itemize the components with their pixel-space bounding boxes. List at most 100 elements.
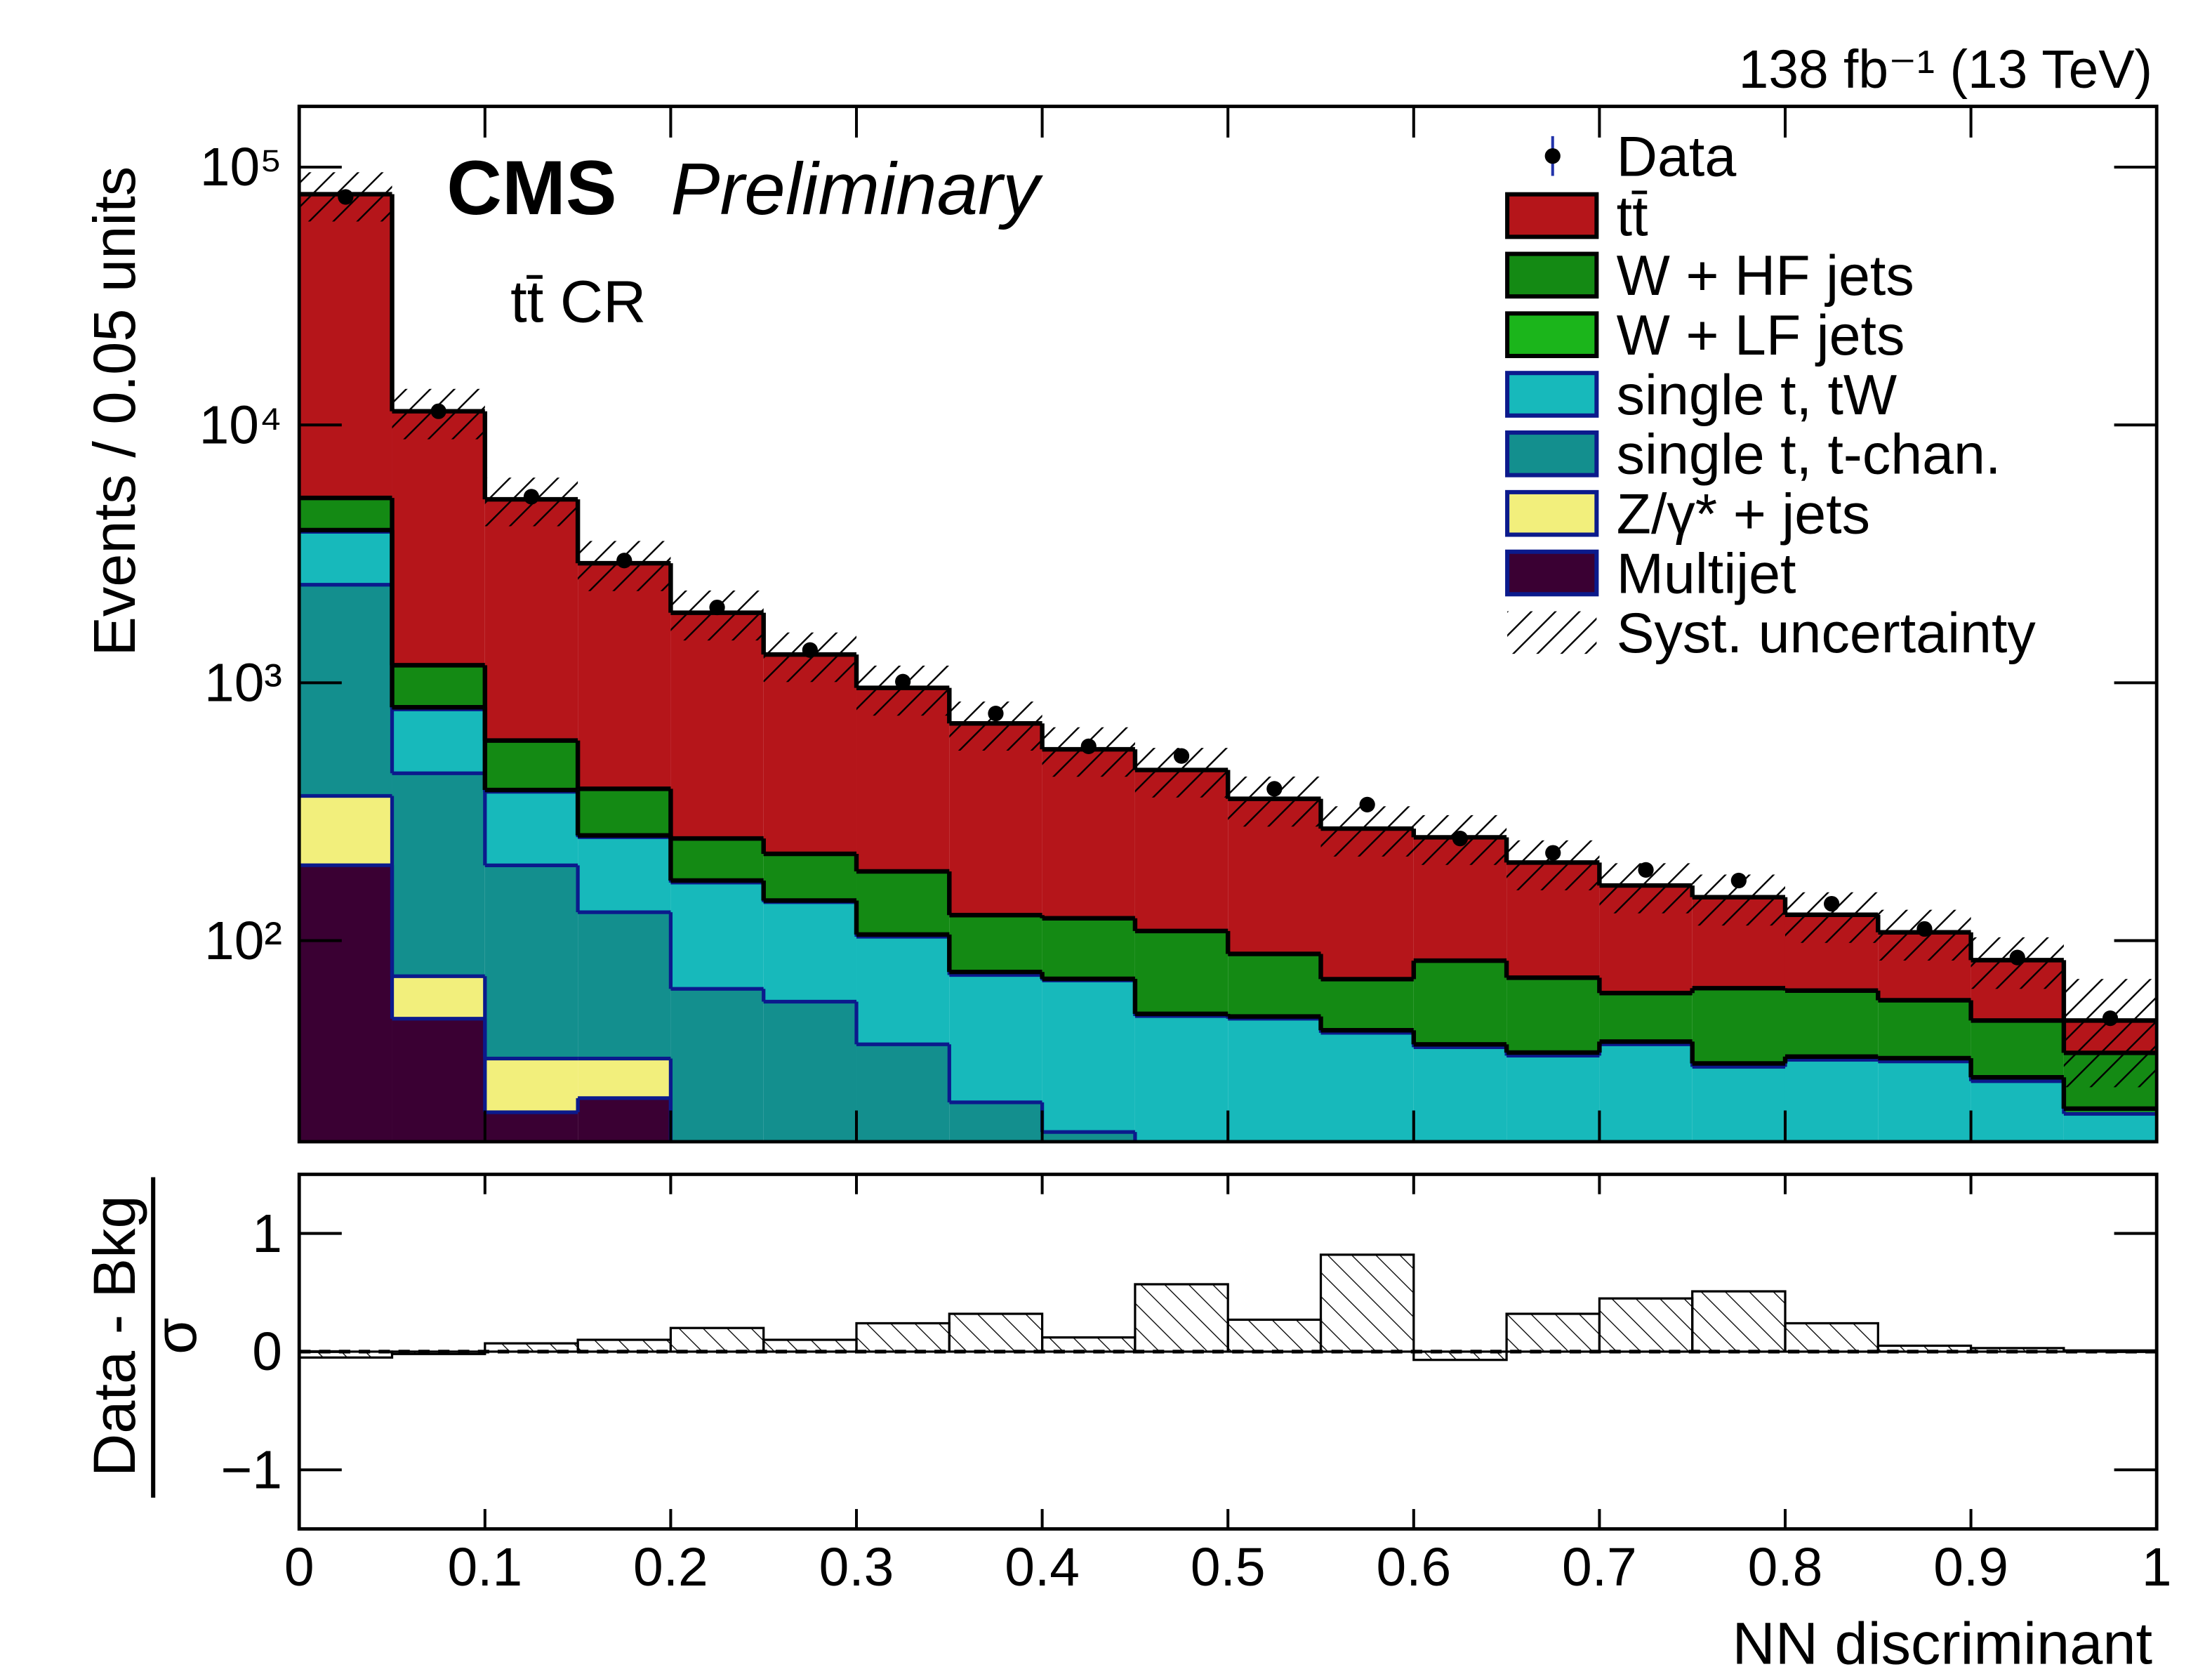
ratio-bar [1134,1283,1229,1353]
stack-bar [578,789,671,836]
syst-band [670,591,764,641]
data-point [1173,748,1190,764]
data-point [2102,1010,2119,1027]
data-point [338,189,354,205]
stack-bar [1878,1333,1971,1379]
legend-label: single t, tW [1617,364,1898,427]
stack-bar [1878,1169,1971,1333]
lumi-label: 138 fb⁻¹ (13 TeV) [1739,40,2152,100]
legend-data-marker [1544,148,1561,164]
data-point [2009,949,2025,965]
stack-bar [1878,1000,1971,1059]
y-tick-label: 1 [252,1204,282,1264]
stack-bar [392,773,485,977]
stack-bar [1228,1169,1320,1333]
y-tick-label: 10² [204,911,282,971]
data-point [430,403,446,419]
stack-bar [1785,1169,1878,1333]
stack-bar [1042,918,1135,979]
data-point [616,553,633,569]
stack-bar [1971,1020,2064,1078]
stack-bar [1413,961,1507,1045]
stack-bar [484,791,578,866]
ratio-bar [1319,1253,1415,1353]
stack-bar [1971,1169,2064,1333]
data-point [1080,738,1097,754]
y-axis-label: Events / 0.05 units [81,166,147,657]
stack-bar [484,1112,578,1142]
syst-band [2063,979,2157,1088]
stack-bar [392,1018,485,1142]
x-tick-label: 0.3 [819,1538,894,1597]
data-point [1730,872,1747,889]
stack-bar [1784,990,1879,1057]
y-tick-label: 0 [252,1322,282,1382]
stack-bar [2064,1169,2157,1333]
data-point [1266,781,1283,797]
stack-bar [392,665,485,708]
stack-bar [2064,1333,2157,1379]
ratio-bar [1598,1297,1694,1353]
stack-bar [1134,930,1228,1014]
stack-bar [1971,1333,2064,1379]
syst-band [856,665,950,716]
ratio-y-label-numerator: Data - Bkg [81,1195,147,1477]
stack-bar [299,194,392,499]
legend-swatch [1505,192,1599,239]
ratio-bar [1226,1318,1323,1353]
stack-bar [1320,1032,1414,1142]
ratio-bar [1784,1322,1879,1353]
stack-bar [1413,1047,1507,1142]
stack-bar [1692,1067,1785,1142]
stack-bar [1506,1169,1599,1333]
stack-bar [578,837,671,913]
data-point [988,706,1004,722]
stack-bar [856,1044,950,1142]
stack-bar [299,498,392,530]
data-point [523,489,540,505]
x-tick-label: 0.7 [1562,1538,1637,1597]
x-axis-label: NN discriminant [1732,1609,2152,1674]
stack-bar [484,865,578,1059]
y-tick-label: 10³ [204,654,282,713]
stack-bar [856,687,950,871]
ratio-bar [1691,1290,1787,1353]
x-tick-label: 1 [2142,1538,2172,1597]
cms-label: CMS [446,145,616,231]
x-tick-label: 0.9 [1933,1538,2008,1597]
legend-label: single t, t-chan. [1617,423,2001,487]
stack-bar [763,1001,857,1142]
x-tick-label: 0.4 [1005,1538,1080,1597]
stack-bar [392,976,485,1019]
data-point [1545,845,1561,861]
stack-bar [949,975,1042,1102]
stack-bar [856,936,950,1045]
stack-bar [949,723,1042,916]
ratio-bar [1040,1336,1137,1353]
data-point [709,599,725,616]
stack-bar [763,854,857,901]
data-point [1824,895,1840,912]
stack-bar [1971,1081,2064,1142]
x-tick-label: 0.1 [447,1538,522,1597]
stack-bar [2063,1114,2157,1142]
stack-bar [763,654,857,855]
data-point [1916,921,1933,937]
legend-label: tt̄ [1617,185,1648,248]
y-tick-label: 10⁴ [199,395,282,455]
ratio-bar [948,1312,1044,1353]
legend-swatch [1505,371,1599,418]
stack-bar [578,1058,671,1098]
x-tick-label: 0.8 [1748,1538,1823,1597]
stack-bar [1784,1060,1879,1142]
stack-bar [578,1098,671,1142]
stack-bar [299,865,392,1142]
main-plot [299,172,2157,1379]
stack-bar [949,1102,1042,1142]
stack-bar [1320,979,1414,1031]
legend-label: Syst. uncertainty [1617,602,2037,665]
x-tick-label: 0.2 [633,1538,708,1597]
stack-bar [392,411,485,666]
